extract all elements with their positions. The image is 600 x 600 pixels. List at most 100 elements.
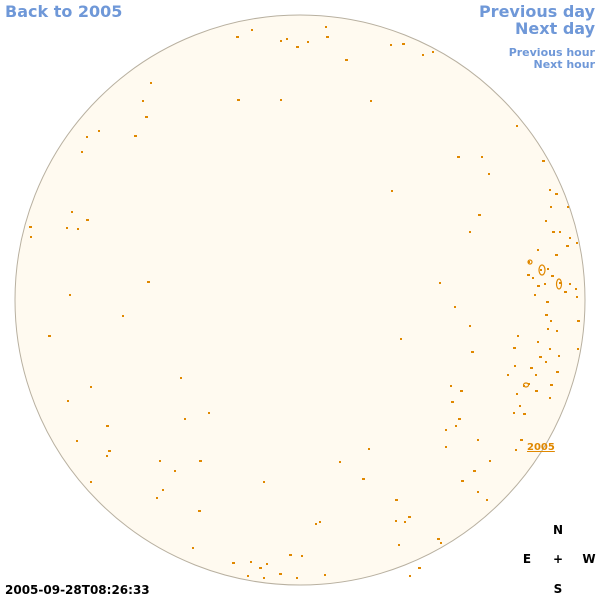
sunspot-mark (266, 563, 268, 565)
sunspot-mark (519, 405, 521, 407)
sunspot-mark (473, 470, 476, 472)
sunspot-mark (395, 520, 397, 522)
sunspot-mark (66, 227, 68, 229)
sunspot-mark (263, 577, 265, 579)
sunspot-mark (29, 226, 32, 228)
active-region-link[interactable]: 2005 (527, 442, 555, 453)
sunspot-mark (159, 460, 161, 462)
sunspot-mark (552, 231, 555, 233)
sunspot-mark (516, 125, 518, 127)
sunspot-mark (550, 384, 553, 386)
sunspot-mark (150, 82, 152, 84)
sunspot-mark (90, 481, 92, 483)
next-hour-link[interactable]: Next hour (533, 58, 596, 71)
sunspot-mark (122, 315, 124, 317)
sunspot-mark (451, 401, 454, 403)
sunspot-mark (549, 348, 551, 350)
sunspot-mark (520, 439, 523, 441)
sunspot-contour (555, 278, 563, 290)
sunspot-mark (402, 43, 405, 45)
sunspot-mark (527, 274, 530, 276)
sunspot-mark (237, 99, 240, 101)
sunspot-contour (522, 382, 530, 388)
sunspot-mark (251, 29, 253, 31)
sunspot-mark (535, 390, 538, 392)
sunspot-mark (545, 361, 547, 363)
sunspot-mark (69, 294, 71, 296)
sunspot-mark (555, 193, 558, 195)
sunspot-mark (454, 306, 456, 308)
sunspot-mark (458, 418, 461, 420)
sunspot-mark (432, 51, 434, 53)
sunspot-mark (398, 544, 400, 546)
sunspot-mark (567, 206, 569, 208)
sunspot-mark (516, 393, 518, 395)
sunspot-mark (368, 448, 370, 450)
sunspot-mark (400, 338, 402, 340)
sunspot-mark (390, 44, 392, 46)
sunspot-mark (577, 320, 580, 322)
previous-hour-link[interactable]: Previous hour (508, 46, 595, 59)
sunspot-mark (566, 245, 569, 247)
sunspot-mark (192, 547, 194, 549)
sunspot-mark (546, 301, 549, 303)
sunspot-mark (301, 555, 303, 557)
sunspot-mark (523, 413, 526, 415)
sunspot-mark (280, 40, 282, 42)
sunspot-mark (296, 46, 299, 48)
sunspot-mark (461, 480, 464, 482)
sunspot-mark (71, 211, 73, 213)
sunspot-mark (486, 499, 488, 501)
sunspot-mark (296, 577, 298, 579)
sunspot-mark (339, 461, 341, 463)
sunspot-mark (263, 481, 265, 483)
sunspot-mark (577, 348, 579, 350)
sunspot-mark (469, 231, 471, 233)
sunspot-mark (145, 116, 148, 118)
sunspot-mark (547, 268, 549, 270)
sunspot-mark (208, 412, 210, 414)
sunspot-mark (142, 100, 144, 102)
sunspot-mark (156, 497, 158, 499)
sunspot-mark (319, 521, 321, 523)
sunspot-mark (569, 283, 571, 285)
sunspot-mark (395, 499, 398, 501)
sunspot-mark (324, 574, 326, 576)
sunspot-mark (545, 314, 548, 316)
sunspot-mark (457, 156, 460, 158)
compass-south: S (553, 582, 563, 596)
sunspot-mark (545, 220, 547, 222)
sunspot-mark (315, 523, 317, 525)
sunspot-mark (445, 446, 447, 448)
sunspot-contours (29, 26, 580, 579)
sunspot-mark (326, 36, 329, 38)
sunspot-mark (542, 160, 545, 162)
sunspot-mark (513, 412, 515, 414)
sunspot-contour (538, 264, 546, 276)
previous-day-link[interactable]: Previous day (478, 2, 595, 21)
back-to-year-link[interactable]: Back to 2005 (5, 2, 123, 21)
sunspot-mark (537, 249, 539, 251)
sunspot-mark (247, 575, 249, 577)
sunspot-mark (106, 455, 108, 457)
sunspot-mark (86, 219, 89, 221)
sunspot-mark (549, 397, 551, 399)
sunspot-mark (513, 347, 516, 349)
sunspot-mark (488, 173, 490, 175)
sunspot-mark (450, 385, 452, 387)
sunspot-mark (551, 275, 554, 277)
sunspot-mark (537, 285, 540, 287)
sunspot-mark (77, 228, 79, 230)
sunspot-mark (370, 100, 372, 102)
next-day-link[interactable]: Next day (515, 19, 595, 38)
sunspot-mark (108, 450, 111, 452)
sunspot-mark (250, 561, 252, 563)
sunspot-mark (534, 294, 536, 296)
sunspot-mark (547, 328, 549, 330)
sunspot-mark (539, 356, 542, 358)
sunspot-mark (198, 510, 201, 512)
sunspot-mark (445, 429, 447, 431)
sunspot-mark (530, 367, 533, 369)
sunspot-mark (184, 418, 186, 420)
